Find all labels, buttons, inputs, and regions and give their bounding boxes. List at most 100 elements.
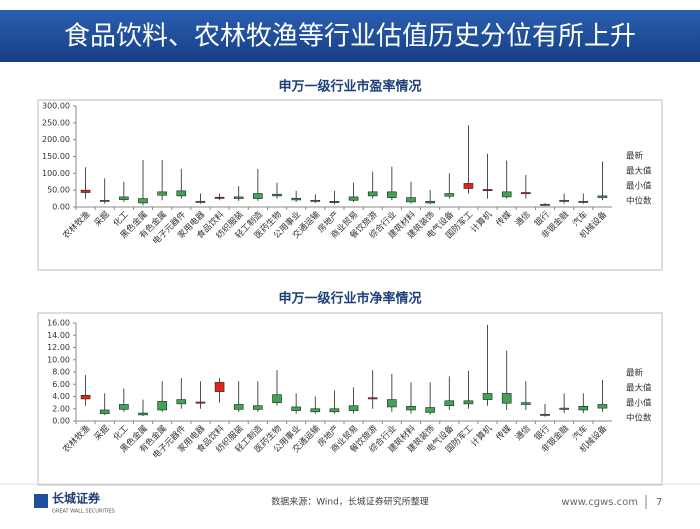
y-tick-label: 50.00 xyxy=(47,186,70,195)
candle-body xyxy=(387,399,397,408)
candle-body xyxy=(425,200,435,204)
candle-body xyxy=(521,192,531,195)
candle-body xyxy=(195,401,206,404)
header-bar xyxy=(0,10,700,62)
x-tick-label: 通信 xyxy=(513,209,533,229)
y-tick-label: 150.00 xyxy=(42,152,70,161)
candle-body xyxy=(501,393,512,404)
page-number: 7 xyxy=(656,497,662,508)
candle-body xyxy=(157,191,167,196)
candle-body xyxy=(138,412,148,416)
candle-body xyxy=(291,197,301,201)
candle-body xyxy=(272,193,282,197)
candle-body xyxy=(253,405,263,410)
candle-body xyxy=(482,393,493,400)
candle-body xyxy=(578,200,589,203)
candle-body xyxy=(233,196,244,199)
candle-body xyxy=(578,405,589,411)
x-tick-label: 采掘 xyxy=(92,209,112,229)
chart-title: 申万一级行业市盈率情况 xyxy=(278,79,421,95)
y-tick-label: 16.00 xyxy=(47,319,70,328)
logo-text: 长城证券 xyxy=(52,491,101,506)
candle-body xyxy=(176,190,187,197)
y-tick-label: 100.00 xyxy=(42,169,70,178)
chart-title: 申万一级行业市净率情况 xyxy=(278,291,421,307)
footer-url: www.cgws.com xyxy=(561,497,638,508)
candle-body xyxy=(501,191,512,198)
x-tick-label: 农林牧渔 xyxy=(61,209,93,241)
candle-body xyxy=(444,193,455,197)
legend-label: 最小值 xyxy=(626,398,652,409)
y-tick-label: 10.00 xyxy=(47,355,70,364)
candle-body xyxy=(99,199,110,202)
candle-body xyxy=(597,404,608,409)
candle-body xyxy=(329,408,340,413)
y-tick-label: 4.00 xyxy=(52,392,70,401)
candle-body xyxy=(80,189,91,193)
source-note: 数据来源：Wind，长城证券研究所整理 xyxy=(271,496,429,508)
candle-body xyxy=(367,397,378,400)
candle-body xyxy=(444,400,455,406)
legend-label: 最新 xyxy=(626,151,644,162)
x-tick-label: 农林牧渔 xyxy=(61,423,93,455)
y-tick-label: 200.00 xyxy=(42,135,70,144)
candle-body xyxy=(482,189,493,191)
legend-label: 最小值 xyxy=(626,181,652,192)
candle-body xyxy=(99,409,110,414)
slide-title: 食品饮料、农林牧渔等行业估值历史分位有所上升 xyxy=(64,22,636,52)
candle-body xyxy=(463,400,474,405)
candle-body xyxy=(310,408,321,413)
candle-body xyxy=(138,198,148,204)
y-tick-label: 250.00 xyxy=(42,118,70,127)
candle-body xyxy=(176,399,187,405)
y-tick-label: 6.00 xyxy=(52,380,70,389)
y-tick-label: 0.00 xyxy=(52,417,70,426)
legend-label: 最大值 xyxy=(626,383,652,394)
candle-body xyxy=(348,196,359,201)
candle-body xyxy=(119,404,129,410)
x-tick-label: 传媒 xyxy=(494,423,514,443)
candle-body xyxy=(214,382,225,392)
x-tick-label: 计算机 xyxy=(469,423,495,449)
candle-body xyxy=(80,394,91,400)
chart-frame xyxy=(37,99,663,271)
x-tick-label: 采掘 xyxy=(92,423,112,443)
logo-mark xyxy=(34,494,48,508)
candle-body xyxy=(559,199,569,202)
y-tick-label: 0.00 xyxy=(52,203,70,212)
logo-text-en: GREAT WALL SECURITIES xyxy=(52,509,115,515)
candle-body xyxy=(559,407,569,410)
candle-body xyxy=(348,405,359,411)
chart-frame xyxy=(37,312,663,486)
candle-body xyxy=(540,413,550,416)
candle-body xyxy=(425,407,435,413)
candle-body xyxy=(233,404,244,410)
candle-body xyxy=(521,402,531,405)
candle-body xyxy=(329,200,340,203)
y-tick-label: 2.00 xyxy=(52,404,70,413)
x-tick-label: 传媒 xyxy=(494,209,514,229)
candle-body xyxy=(272,394,282,403)
candle-body xyxy=(253,193,263,199)
candle-body xyxy=(387,191,397,198)
candle-body xyxy=(463,183,474,189)
legend-label: 最新 xyxy=(626,368,644,379)
x-tick-label: 计算机 xyxy=(469,209,495,235)
candle-body xyxy=(310,199,321,202)
legend-label: 中位数 xyxy=(626,413,652,424)
candle-body xyxy=(540,204,550,206)
candle-body xyxy=(406,405,416,411)
y-tick-label: 14.00 xyxy=(47,331,70,340)
x-tick-label: 通信 xyxy=(513,423,533,443)
candle-body xyxy=(119,196,129,200)
candle-body xyxy=(291,406,301,411)
candle-body xyxy=(406,197,416,203)
candle-body xyxy=(597,195,608,198)
candle-body xyxy=(367,191,378,197)
candle-body xyxy=(214,196,225,199)
y-tick-label: 12.00 xyxy=(47,343,70,352)
candle-body xyxy=(195,200,206,203)
y-tick-label: 8.00 xyxy=(52,368,70,377)
y-tick-label: 300.00 xyxy=(42,102,70,111)
